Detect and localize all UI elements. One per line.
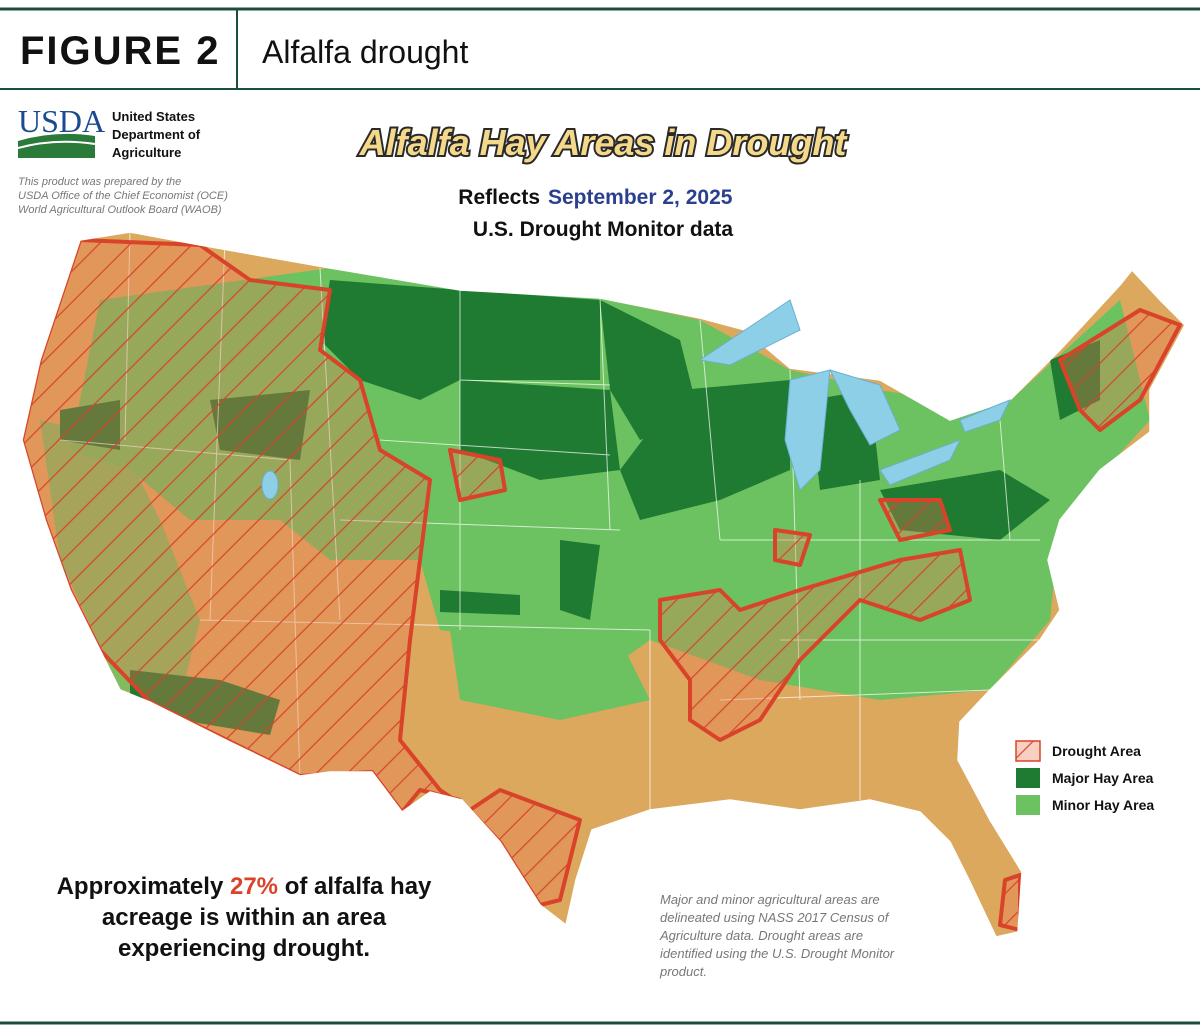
credit-line: This product was prepared by the [18, 176, 181, 188]
lake [879, 439, 962, 486]
map [22, 232, 1185, 937]
lake [959, 399, 1012, 433]
lake [261, 470, 279, 500]
drought-area [998, 873, 1022, 932]
summary-text: of alfalfa hay [285, 873, 432, 900]
legend-swatch [1015, 740, 1041, 762]
legend-swatch [1016, 768, 1040, 788]
credit-line: USDA Office of the Chief Economist (OCE) [18, 190, 228, 202]
summary-line: acreage is within an area [102, 904, 387, 931]
summary-line: experiencing drought. [118, 935, 370, 962]
subtitle-prefix: Reflects [458, 186, 540, 209]
lake [784, 369, 831, 491]
major-hay [460, 380, 620, 480]
legend-swatch [1016, 795, 1040, 815]
note-line: delineated using NASS 2017 Census of [660, 910, 890, 925]
figure-title: Alfalfa drought [262, 34, 468, 70]
legend-label: Minor Hay Area [1052, 797, 1154, 813]
legend-label: Major Hay Area [1052, 770, 1154, 786]
summary-text: Approximately [57, 873, 224, 900]
credit-line: World Agricultural Outlook Board (WAOB) [18, 204, 222, 216]
agency-line: Department of [112, 127, 201, 142]
major-hay [560, 540, 600, 620]
logo-mark: USDA [18, 103, 105, 139]
summary-share: 27% [230, 873, 278, 900]
drought-area [448, 448, 507, 502]
map-title: Alfalfa Hay Areas in Drought [359, 122, 849, 163]
drought-area [658, 548, 972, 742]
subtitle-date: September 2, 2025 [548, 186, 733, 209]
lake [829, 369, 901, 446]
lake [698, 299, 801, 366]
drought-area [878, 498, 952, 542]
agency-line: United States [112, 109, 195, 124]
logo-stripe [17, 140, 96, 149]
figure-label: FIGURE 2 [20, 29, 220, 73]
legend-label: Drought Area [1052, 743, 1141, 759]
great-lakes [261, 299, 1012, 500]
logo-hills [18, 133, 95, 158]
note-line: product. [659, 964, 707, 979]
subtitle-line: U.S. Drought Monitor data [473, 218, 733, 241]
major-hay [320, 280, 460, 400]
note-line: Major and minor agricultural areas are [660, 892, 880, 907]
agency-line: Agriculture [112, 145, 181, 160]
note-line: identified using the U.S. Drought Monito… [660, 946, 895, 961]
drought-area [1058, 308, 1182, 432]
legend: Drought Area Major Hay Area Minor Hay Ar… [1015, 740, 1154, 815]
summary-line: Approximately 27% of alfalfa hay [57, 873, 432, 900]
drought-areas [22, 238, 1182, 932]
note-line: Agriculture data. Drought areas are [659, 928, 863, 943]
drought-area [773, 528, 812, 567]
major-hay [620, 380, 790, 520]
major-hay [460, 290, 600, 380]
usda-logo: USDA United States Department of Agricul… [17, 103, 201, 160]
